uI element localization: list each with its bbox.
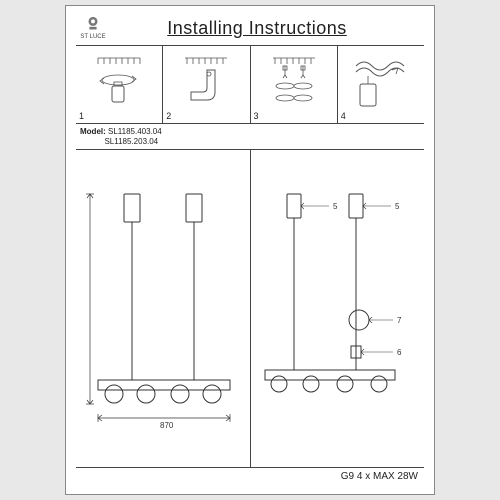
step-3-number: 3 (254, 111, 259, 121)
callout-7: 7 (397, 316, 402, 325)
page-title: Installing Instructions (120, 18, 424, 39)
model-line-2: SL1185.203.04 (104, 137, 158, 146)
instruction-sheet: ST LUCE Installing Instructions 1 (65, 5, 435, 495)
step-2: 2 (163, 46, 250, 123)
model-label: Model: (80, 127, 106, 136)
model-row: Model: SL1185.403.04 SL1185.203.04 (76, 124, 424, 150)
step-4-number: 4 (341, 111, 346, 121)
header: ST LUCE Installing Instructions (76, 12, 424, 46)
step-3: 3 (251, 46, 338, 123)
step-4-diagram (346, 52, 416, 112)
step-1-diagram (84, 52, 154, 112)
footer: G9 4 x MAX 28W (76, 468, 424, 486)
callout-6: 6 (397, 348, 402, 357)
lamp-spec: G9 4 x MAX 28W (341, 471, 418, 482)
step-1: 1 (76, 46, 163, 123)
logo-icon (84, 16, 102, 34)
step-3-diagram (259, 52, 329, 112)
step-4: 4 (338, 46, 424, 123)
width-label: 870 (160, 421, 174, 430)
callout-5b: 5 (395, 202, 400, 211)
step-2-number: 2 (166, 111, 171, 121)
steps-row: 1 2 (76, 46, 424, 124)
figure-right-svg: 5 5 7 6 (251, 150, 426, 468)
figure-right: 5 5 7 6 (251, 150, 425, 467)
brand-logo: ST LUCE (76, 16, 110, 41)
step-2-diagram (171, 52, 241, 112)
brand-name: ST LUCE (80, 34, 105, 41)
figure-left-svg: 870 (76, 150, 251, 468)
figures-row: 870 (76, 150, 424, 468)
figure-left: 870 (76, 150, 251, 467)
model-line-1: SL1185.403.04 (108, 127, 162, 136)
callout-5a: 5 (333, 202, 338, 211)
step-1-number: 1 (79, 111, 84, 121)
